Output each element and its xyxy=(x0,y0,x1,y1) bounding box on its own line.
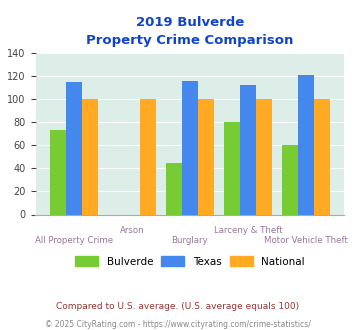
Bar xyxy=(140,99,156,214)
Text: Compared to U.S. average. (U.S. average equals 100): Compared to U.S. average. (U.S. average … xyxy=(56,302,299,311)
Bar xyxy=(240,85,256,214)
Bar xyxy=(198,99,214,214)
Bar xyxy=(314,99,330,214)
Bar xyxy=(50,130,66,214)
Bar xyxy=(224,122,240,214)
Text: Burglary: Burglary xyxy=(171,236,208,245)
Bar xyxy=(82,99,98,214)
Bar xyxy=(298,75,314,214)
Bar xyxy=(165,163,182,214)
Bar xyxy=(256,99,272,214)
Text: Motor Vehicle Theft: Motor Vehicle Theft xyxy=(264,236,348,245)
Bar xyxy=(66,82,82,214)
Bar xyxy=(182,81,198,214)
Text: © 2025 CityRating.com - https://www.cityrating.com/crime-statistics/: © 2025 CityRating.com - https://www.city… xyxy=(45,320,310,329)
Legend: Bulverde, Texas, National: Bulverde, Texas, National xyxy=(71,252,309,271)
Text: Arson: Arson xyxy=(120,226,144,235)
Bar xyxy=(282,145,298,214)
Text: Larceny & Theft: Larceny & Theft xyxy=(214,226,282,235)
Text: All Property Crime: All Property Crime xyxy=(35,236,113,245)
Title: 2019 Bulverde
Property Crime Comparison: 2019 Bulverde Property Crime Comparison xyxy=(86,16,294,48)
